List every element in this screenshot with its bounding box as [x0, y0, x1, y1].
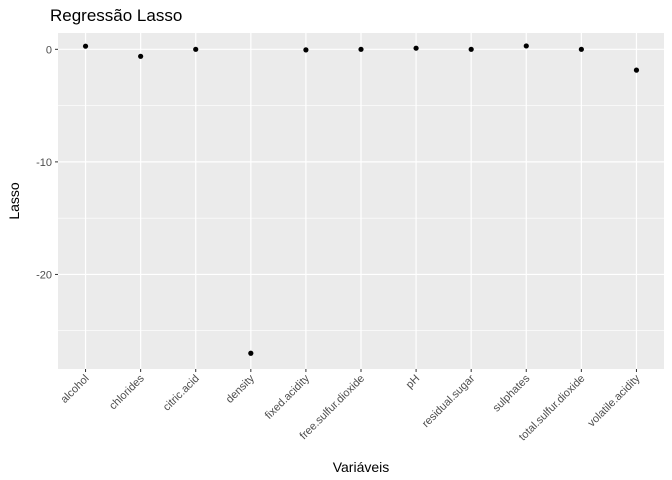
- data-point: [82, 43, 89, 49]
- x-axis-title: Variáveis: [333, 459, 390, 475]
- x-tick-label: density: [224, 372, 257, 405]
- grid-major: [58, 33, 664, 369]
- data-point: [523, 43, 529, 49]
- x-tick-label: volatile.acidity: [586, 372, 643, 429]
- data-point: [358, 46, 364, 52]
- x-axis-ticks: alcohol chlorides citric.acid density fixed.…: [59, 369, 643, 443]
- chart-title: Regressão Lasso: [50, 6, 183, 25]
- x-tick-label: residual.sugar: [420, 372, 478, 430]
- data-point: [248, 350, 254, 356]
- x-tick-label: sulphates: [491, 372, 533, 414]
- data-points: [82, 43, 640, 356]
- y-axis-ticks: 0 -10 -20: [36, 44, 58, 281]
- data-point: [413, 45, 419, 51]
- data-point: [633, 67, 640, 73]
- y-axis-title: Lasso: [6, 182, 22, 220]
- x-tick-label: pH: [404, 373, 422, 391]
- data-point: [578, 46, 584, 52]
- y-tick-label: -10: [36, 157, 52, 169]
- x-tick-label: citric.acid: [161, 373, 202, 414]
- x-tick-label: fixed.acidity: [263, 372, 312, 421]
- data-point: [303, 47, 309, 53]
- data-point: [468, 46, 474, 52]
- x-tick-label: chlorides: [107, 372, 147, 412]
- data-point: [138, 53, 144, 59]
- x-tick-label: alcohol: [59, 373, 92, 406]
- y-tick-label: -20: [36, 269, 52, 281]
- data-point: [193, 46, 199, 52]
- y-tick-label: 0: [46, 44, 52, 56]
